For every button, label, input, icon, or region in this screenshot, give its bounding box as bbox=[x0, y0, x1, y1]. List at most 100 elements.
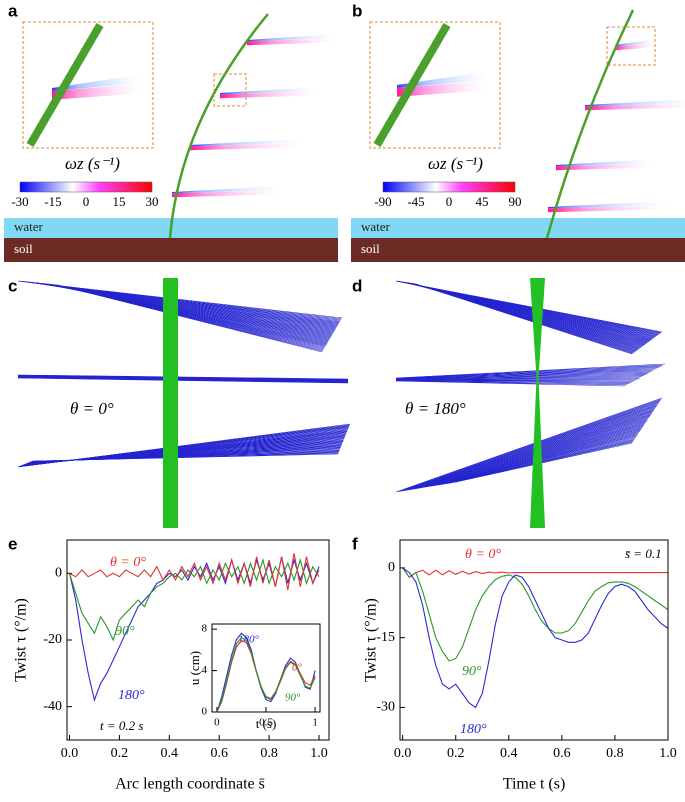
filament bbox=[395, 376, 642, 381]
filament bbox=[395, 367, 659, 379]
filament bbox=[395, 369, 655, 380]
zoom-box bbox=[606, 26, 656, 66]
vortex-positive bbox=[220, 87, 320, 95]
filament bbox=[32, 453, 339, 462]
inset-stem bbox=[373, 22, 451, 148]
colorbar-label: ωz (s⁻¹) bbox=[65, 154, 120, 173]
vortex-positive bbox=[190, 139, 300, 147]
filament bbox=[395, 363, 666, 379]
x-tick-label: 0.0 bbox=[394, 746, 412, 761]
y-axis-label: Twist τ (°/m) bbox=[363, 598, 380, 682]
colorbar-tick-label: 0 bbox=[83, 194, 90, 209]
filament bbox=[397, 398, 662, 493]
filament bbox=[411, 409, 655, 490]
y-tick-label: 4 bbox=[202, 664, 208, 676]
colorbar-tick-label: 90 bbox=[509, 194, 522, 209]
filament bbox=[400, 401, 660, 492]
axes-frame bbox=[399, 539, 669, 741]
filament bbox=[408, 406, 656, 491]
colorbar-tick-label: 30 bbox=[146, 194, 159, 209]
annotation: t = 0.2 s bbox=[100, 718, 143, 733]
colorbar bbox=[19, 181, 153, 193]
soil-label: soil bbox=[361, 241, 380, 256]
annotation: θ = 0° bbox=[70, 399, 114, 418]
x-tick-label: 0.2 bbox=[111, 746, 129, 761]
vortex-positive bbox=[585, 99, 685, 107]
colorbar-label: ωz (s⁻¹) bbox=[428, 154, 483, 173]
colorbar-tick-label: 15 bbox=[113, 194, 126, 209]
filament bbox=[395, 370, 653, 380]
filament bbox=[395, 364, 663, 379]
filament bbox=[395, 366, 661, 379]
x-axis-label: Time t (s) bbox=[503, 776, 566, 793]
filament bbox=[398, 400, 661, 492]
stem bbox=[163, 278, 178, 528]
y-tick-label: 0 bbox=[388, 560, 395, 575]
colorbar-tick-label: -90 bbox=[374, 194, 391, 209]
panel-label: d bbox=[352, 276, 362, 295]
colorbar bbox=[382, 181, 516, 193]
filament bbox=[412, 410, 654, 490]
colorbar-tick-label: -30 bbox=[11, 194, 28, 209]
filament bbox=[395, 397, 663, 493]
x-tick-label: 0.5 bbox=[259, 717, 273, 729]
data-line bbox=[68, 558, 320, 642]
y-tick-label: -20 bbox=[43, 632, 62, 647]
x-axis-label: t (s) bbox=[256, 716, 277, 731]
vortex-positive bbox=[52, 74, 142, 91]
filament bbox=[406, 405, 657, 491]
filament bbox=[415, 283, 633, 355]
vortex-negative bbox=[548, 205, 668, 213]
x-tick-label: 1 bbox=[312, 717, 318, 729]
data-line bbox=[216, 636, 316, 713]
panel-label: c bbox=[8, 276, 17, 295]
vortex-negative bbox=[220, 91, 320, 99]
soil-label: soil bbox=[14, 241, 33, 256]
stem bbox=[530, 278, 545, 528]
water-label: water bbox=[14, 219, 44, 234]
vortex-negative bbox=[397, 81, 487, 97]
filament bbox=[403, 403, 659, 492]
filament bbox=[395, 378, 638, 381]
series-label: θ = 0° bbox=[465, 547, 501, 562]
filament bbox=[395, 380, 628, 386]
x-tick-label: 1.0 bbox=[659, 746, 677, 761]
panel-label: b bbox=[352, 1, 362, 20]
vortex-negative bbox=[247, 38, 337, 46]
y-axis-label: Twist τ (°/m) bbox=[13, 598, 30, 682]
vortex-positive bbox=[172, 186, 282, 194]
filament bbox=[57, 284, 323, 353]
y-tick-label: 0 bbox=[202, 706, 208, 718]
colorbar-tick-label: -15 bbox=[44, 194, 61, 209]
series-label: 180° bbox=[238, 634, 260, 646]
filament bbox=[395, 380, 630, 384]
colorbar-tick-label: 0 bbox=[446, 194, 453, 209]
axes-frame bbox=[66, 539, 330, 741]
filament bbox=[395, 377, 640, 381]
zoom-box bbox=[213, 73, 247, 107]
y-tick-label: 0 bbox=[55, 566, 62, 581]
vortex-negative bbox=[190, 143, 300, 151]
filament bbox=[395, 371, 651, 380]
x-tick-label: 0.4 bbox=[500, 746, 518, 761]
annotation: s̄ = 0.1 bbox=[625, 546, 662, 561]
vortex-negative bbox=[585, 103, 685, 111]
series-label: 180° bbox=[118, 688, 145, 703]
panel-label: a bbox=[8, 1, 18, 20]
vortex-negative bbox=[556, 163, 656, 171]
series-label: 90° bbox=[285, 692, 301, 704]
series-label: 0° bbox=[292, 662, 303, 674]
x-tick-label: 0.2 bbox=[447, 746, 465, 761]
y-tick-label: -15 bbox=[376, 630, 395, 645]
water bbox=[351, 218, 685, 238]
filament bbox=[409, 408, 656, 490]
filament bbox=[395, 380, 626, 387]
filament bbox=[395, 374, 647, 380]
y-tick-label: -30 bbox=[376, 700, 395, 715]
vortex-positive bbox=[615, 39, 655, 47]
y-axis-label: u (cm) bbox=[187, 651, 202, 685]
data-line bbox=[69, 553, 320, 591]
filament bbox=[395, 368, 657, 379]
filament bbox=[17, 377, 349, 384]
